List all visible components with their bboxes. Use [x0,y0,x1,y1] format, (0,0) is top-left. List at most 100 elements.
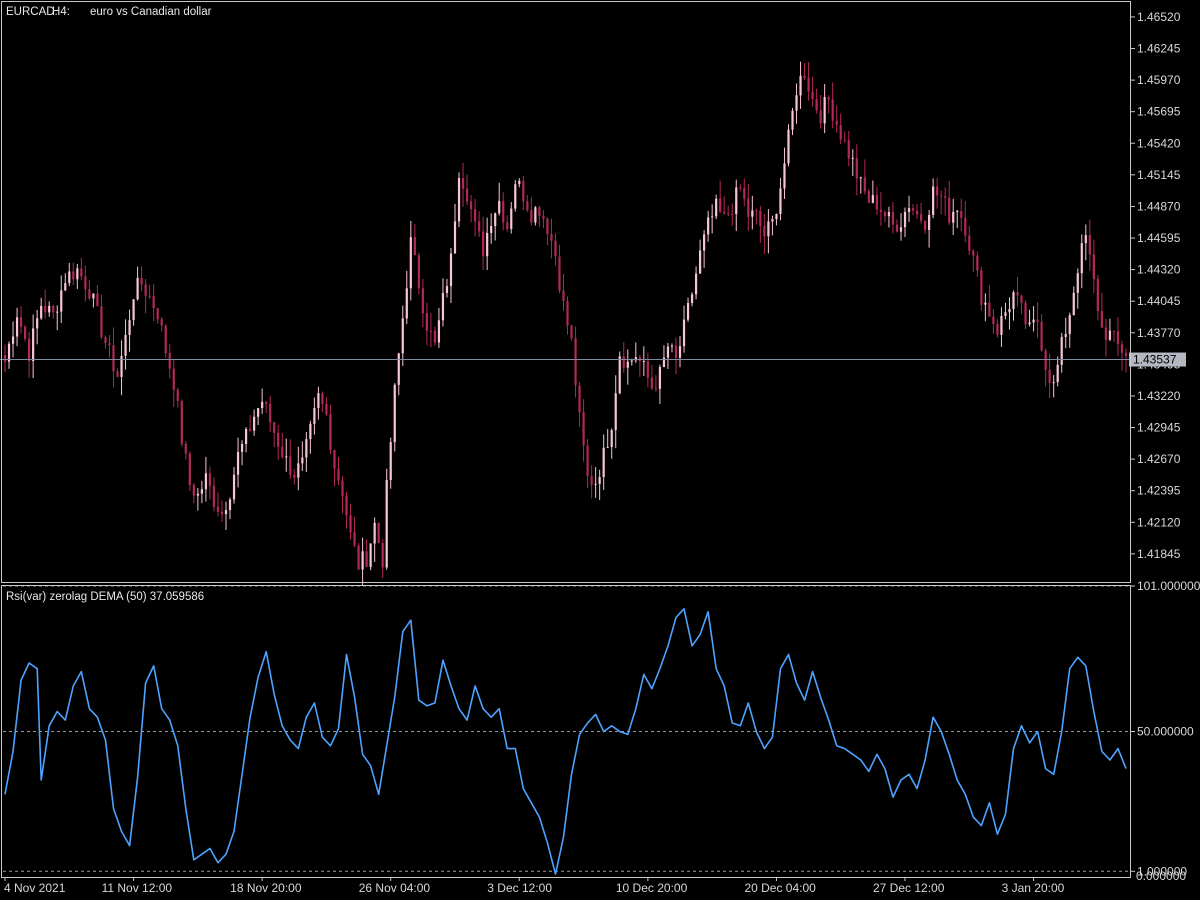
candle [1084,224,1087,261]
candle-body [510,208,513,229]
candle-body [445,286,449,293]
candle [763,214,766,255]
candle [409,220,412,301]
price-tick-label: 1.46520 [1137,10,1181,24]
candle [883,210,887,223]
candle-body [538,207,541,217]
candle [373,517,376,562]
candle [285,438,288,472]
candle [859,176,862,194]
candle [980,266,983,311]
candle-body [136,277,139,300]
candle-body [3,354,7,362]
candle [662,345,666,368]
candle [831,82,834,129]
time-tick-label: 18 Nov 20:00 [230,881,302,895]
candle [469,195,473,223]
candle [305,432,308,472]
candle [976,251,979,277]
candle-body [1056,364,1059,383]
candle [715,194,718,220]
candle-body [80,268,83,277]
candle [827,95,830,114]
candle [526,195,529,212]
candle [1028,309,1031,327]
candle-body [972,250,975,256]
candle [108,335,111,358]
price-tick-label: 1.45420 [1137,136,1181,150]
candle [461,162,465,207]
candle-body [164,325,167,354]
candle-body [7,343,11,362]
candle [594,467,597,498]
candle [216,492,220,517]
candle [494,212,497,241]
candle-body [735,187,738,215]
candle-body [626,361,629,368]
candle-body [562,290,565,302]
candle-body [15,317,19,337]
candle [731,203,734,226]
candle [968,226,971,256]
candle [626,349,629,385]
candle [1076,268,1079,309]
candle-body [48,305,51,313]
candle-body [373,522,376,544]
candle [506,215,509,232]
candle [345,491,348,529]
candle-body [437,320,441,343]
time-tick-label: 27 Dec 12:00 [873,881,945,895]
candle [421,278,424,328]
candle-body [196,493,199,496]
candle-body [1104,327,1108,340]
indicator-panel-frame [1,585,1131,878]
candle [984,293,987,322]
candle [465,174,469,206]
candle-body [124,334,127,356]
candle-body [530,209,533,223]
candle [690,292,694,307]
candle [670,343,674,353]
candle [349,503,352,540]
candle [1072,286,1075,316]
candle-body [811,91,814,100]
candle-body [261,401,264,409]
candle-body [502,200,505,223]
candle-body [847,140,850,159]
candle-body [1108,330,1112,340]
candle [389,437,392,489]
candle-body [1068,315,1071,334]
candle [502,192,505,231]
candle [799,61,802,109]
candle-body [160,319,163,326]
candle [365,539,368,568]
candle [132,299,135,326]
candle [381,538,384,578]
candle-body [152,296,155,309]
candle-body [1100,310,1103,328]
candle [220,500,224,523]
candle-body [486,232,489,257]
candle [204,456,208,502]
candle-body [1096,279,1099,311]
candle [433,326,437,346]
candle [15,307,19,347]
candle-body [498,200,501,214]
candle [329,404,332,455]
candle [1032,306,1035,332]
candle-body [887,212,891,217]
candle-body [36,318,39,329]
candle [554,233,557,266]
candle-body [980,270,983,305]
candle-body [895,224,899,232]
candle [566,296,569,335]
candle [755,208,758,225]
candle [156,307,159,324]
candle-body [1124,352,1128,356]
candle [1052,375,1055,398]
candle [393,383,396,452]
candle [911,203,915,216]
candle-body [843,139,846,141]
candle [574,326,577,398]
candle-body [104,337,107,344]
